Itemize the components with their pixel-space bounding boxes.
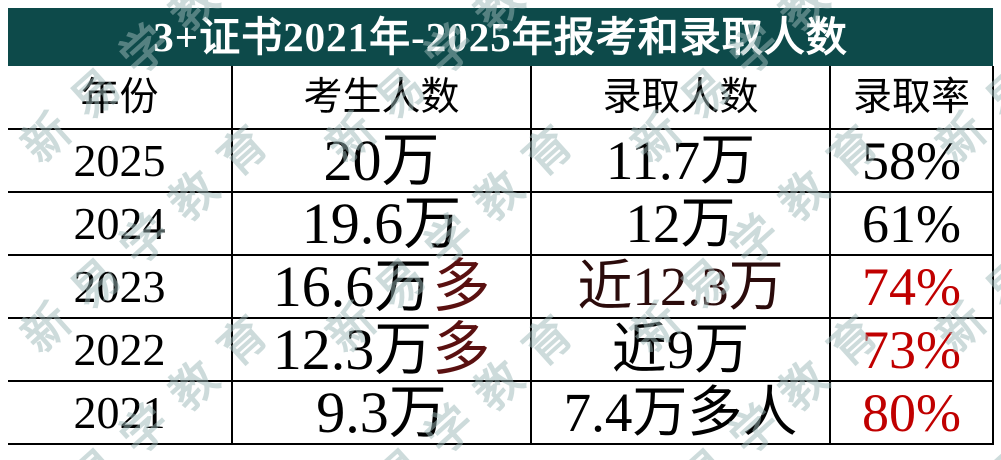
cell-text: 近9万 [611,319,750,380]
cell-text: 19.6万 [301,192,462,255]
cell-year: 2022 [8,317,233,382]
cell-text: 12.3万 [272,318,433,381]
cell-candidates: 9.3万 [231,380,532,445]
cell-text: 11.7万 [605,130,756,191]
cell-text: 近12.3万 [577,256,784,317]
cell-admitted: 7.4万多人 [530,380,831,445]
cell-admitted: 11.7万 [530,128,831,193]
table-row: 2023 16.6万多 近12.3万 74% [8,254,994,319]
cell-rate: 73% [829,317,994,382]
title-banner: 3+证书2021年-2025年报考和录取人数 [8,8,993,66]
col-header-admitted: 录取人数 [530,66,831,130]
table-row: 2024 19.6万 12万 61% [8,191,994,256]
cell-text: 9.3万 [316,381,447,444]
cell-rate: 74% [829,254,994,319]
cell-admitted: 近9万 [530,317,831,382]
cell-text: 2021 [73,386,166,438]
col-header-candidates: 考生人数 [231,66,532,130]
cell-text: 80% [862,382,961,443]
cell-text: 7.4万多人 [563,382,798,443]
header-row: 年份 考生人数 录取人数 录取率 [8,66,994,130]
cell-admitted: 近12.3万 [530,254,831,319]
cell-year: 2025 [8,128,233,193]
cell-candidates: 19.6万 [231,191,532,256]
cell-text: 20万 [323,129,440,192]
cell-rate: 80% [829,380,994,445]
cell-text: 多 [432,255,491,318]
cell-text: 2025 [73,134,166,186]
cell-text: 61% [862,193,961,254]
table-row: 2021 9.3万 7.4万多人 80% [8,380,994,445]
table-row: 2022 12.3万多 近9万 73% [8,317,994,382]
cell-candidates: 12.3万多 [231,317,532,382]
cell-text: 多 [432,318,491,381]
cell-text: 58% [862,130,961,191]
cell-year: 2024 [8,191,233,256]
cell-candidates: 16.6万多 [231,254,532,319]
cell-admitted: 12万 [530,191,831,256]
stats-table: 年份 考生人数 录取人数 录取率 2025 20万 11.7万 58% 2024 19.6… [8,66,994,445]
cell-year: 2023 [8,254,233,319]
cell-text: 73% [862,319,961,380]
cell-text: 16.6万 [272,255,433,318]
cell-text: 74% [862,256,961,317]
cell-text: 12万 [625,193,736,254]
cell-text: 2022 [73,323,166,375]
col-header-rate: 录取率 [829,66,994,130]
cell-rate: 58% [829,128,994,193]
page-title: 3+证书2021年-2025年报考和录取人数 [153,13,848,60]
cell-text: 2023 [73,260,166,312]
table-row: 2025 20万 11.7万 58% [8,128,994,193]
cell-candidates: 20万 [231,128,532,193]
cell-rate: 61% [829,191,994,256]
col-header-year: 年份 [8,66,233,130]
cell-text: 2024 [73,197,166,249]
cell-year: 2021 [8,380,233,445]
